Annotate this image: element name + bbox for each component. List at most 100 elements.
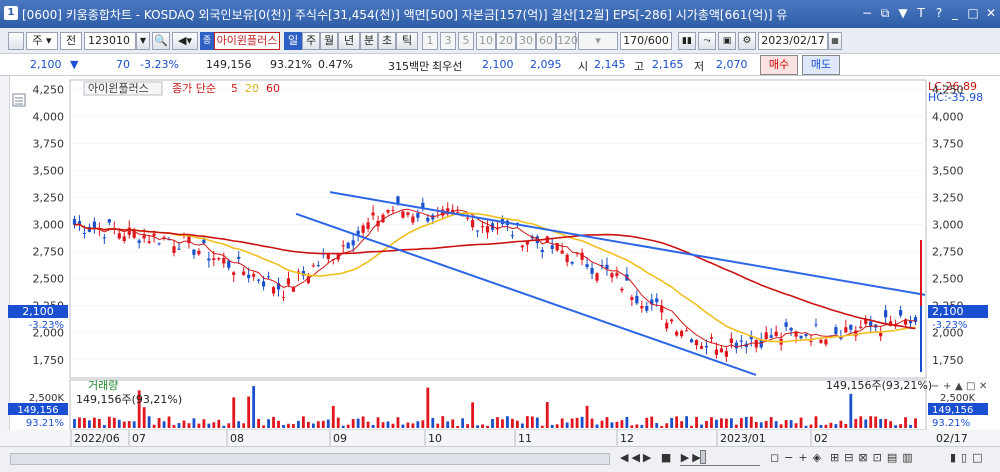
volume-bar <box>177 423 181 428</box>
close-icon[interactable]: ✕ <box>985 6 997 20</box>
tab-second[interactable]: 초 <box>378 32 396 50</box>
tab-day[interactable]: 일 <box>284 32 302 50</box>
panel-config-icon[interactable] <box>12 93 26 107</box>
volume-bar <box>675 416 679 428</box>
stock-name-field[interactable]: 아이윈플러스 <box>214 32 280 50</box>
volume-bar <box>695 416 698 428</box>
zoom-slider[interactable] <box>680 452 760 466</box>
pin-icon[interactable]: ▼ <box>898 6 908 20</box>
tab-minute[interactable]: 분 <box>360 32 378 50</box>
candle-body <box>381 214 385 223</box>
candle-body <box>580 252 584 260</box>
stock-code-input[interactable]: 123010 <box>84 32 136 50</box>
data-count-input[interactable]: 170/600 <box>620 32 672 50</box>
volume-panel-controls[interactable]: − + ▲ □ ✕ <box>931 381 987 392</box>
candle-body <box>172 246 176 253</box>
candle-body <box>540 250 544 253</box>
interval-1[interactable]: 1 <box>422 32 438 50</box>
volume-bar <box>426 387 430 428</box>
date-input[interactable]: 2023/02/17 <box>758 32 828 50</box>
restore-icon[interactable]: ⧉ <box>880 6 890 20</box>
candle-body <box>346 242 350 249</box>
settings-checkbox[interactable] <box>8 32 24 50</box>
interval-60[interactable]: 60 <box>536 32 556 50</box>
volume-bars <box>73 386 917 428</box>
chart-type-icon[interactable]: ▮▮ <box>678 32 696 50</box>
search-icon[interactable]: 🔍 <box>152 32 170 50</box>
volume-bar <box>247 396 251 428</box>
minimize-panel-icon[interactable]: − <box>861 6 873 20</box>
y-tick-label: 2,750 <box>932 246 964 259</box>
interval-custom-select[interactable]: ▾ <box>578 32 618 50</box>
candle-body <box>869 321 873 326</box>
speaker-icon[interactable]: ◀▾ <box>172 32 198 50</box>
high-label: 고 <box>634 60 645 73</box>
candle-body <box>82 232 87 234</box>
x-tick-label: 11 <box>518 432 532 445</box>
interval-120[interactable]: 120 <box>556 32 578 50</box>
tab-week[interactable]: 주 <box>302 32 320 50</box>
candle-body <box>884 310 888 318</box>
volume-bar <box>311 423 315 428</box>
calendar-icon[interactable]: ▦ <box>828 32 842 50</box>
volume-bar <box>620 420 624 428</box>
help-icon[interactable]: ? <box>935 6 943 20</box>
volume-bar <box>889 421 893 428</box>
view-buttons[interactable]: ⊞⊟⊠⊡▤▥ <box>830 451 918 464</box>
candle-body <box>824 339 828 345</box>
candle-body <box>903 319 908 325</box>
interval-5[interactable]: 5 <box>458 32 474 50</box>
volume-bar <box>744 416 748 428</box>
volume-bar <box>391 423 395 428</box>
interval-20[interactable]: 20 <box>496 32 516 50</box>
volume-bar <box>844 423 848 428</box>
gear-icon[interactable]: ⚙ <box>738 32 756 50</box>
volume-bar <box>83 418 86 428</box>
volume-bar <box>610 422 614 428</box>
volume-bar <box>222 425 226 428</box>
code-dropdown-icon[interactable]: ▼ <box>136 32 150 50</box>
playback-controls[interactable]: ◀◀▶ ■ ▶▶ <box>620 451 704 464</box>
save-icon[interactable]: ▣ <box>718 32 736 50</box>
left-tool-strip[interactable] <box>0 76 10 472</box>
price-chart[interactable]: 아이윈플러스 종가 단순 5 20 60 LC:26.89 HC:-35.98 … <box>0 76 1000 446</box>
candle-body <box>157 243 161 245</box>
font-size-icon[interactable]: T <box>917 6 925 20</box>
volume-right-label: 149,156주(93,21%) <box>826 379 932 392</box>
period-mode-select[interactable]: 전 <box>60 32 82 50</box>
candle-body <box>72 218 77 225</box>
candle-body <box>908 321 913 324</box>
interval-3[interactable]: 3 <box>440 32 456 50</box>
zoom-buttons[interactable]: ◻−+◈ <box>770 451 827 464</box>
minimize-icon[interactable]: _ <box>952 6 958 20</box>
interval-30[interactable]: 30 <box>516 32 536 50</box>
volume-bar <box>232 397 236 428</box>
volume-bar <box>506 416 509 428</box>
interval-10[interactable]: 10 <box>476 32 496 50</box>
volume-bar <box>640 424 644 428</box>
volume-bar <box>376 417 380 428</box>
volume-last-left: 149,156 <box>17 405 58 416</box>
tab-tick[interactable]: 틱 <box>396 32 418 50</box>
market-select[interactable]: 주 ▾ <box>26 32 58 50</box>
candle-body <box>252 274 256 277</box>
candle-body <box>416 213 420 218</box>
best-bid: 2,095 <box>530 58 562 71</box>
indicator-icon[interactable]: ⤳ <box>698 32 716 50</box>
tab-month[interactable]: 월 <box>320 32 338 50</box>
sell-button[interactable]: 매도 <box>802 55 840 75</box>
zoom-slider-thumb[interactable] <box>700 450 706 464</box>
panel-buttons[interactable]: ▮▯□ <box>950 451 988 464</box>
candle-body <box>704 345 709 348</box>
tab-year[interactable]: 년 <box>338 32 360 50</box>
horizontal-scrollbar[interactable] <box>10 453 610 465</box>
volume-bar <box>819 424 823 428</box>
volume-bar <box>685 416 688 428</box>
volume-bar <box>540 425 544 428</box>
x-axis: 2022/06 07 08 09 10 11 12 2023/01 02 <box>70 430 828 446</box>
x-tick-label: 09 <box>333 432 347 445</box>
maximize-icon[interactable]: □ <box>967 6 979 20</box>
x-axis-band <box>0 430 1000 446</box>
buy-button[interactable]: 매수 <box>760 55 798 75</box>
best-ask: 2,100 <box>482 58 514 71</box>
